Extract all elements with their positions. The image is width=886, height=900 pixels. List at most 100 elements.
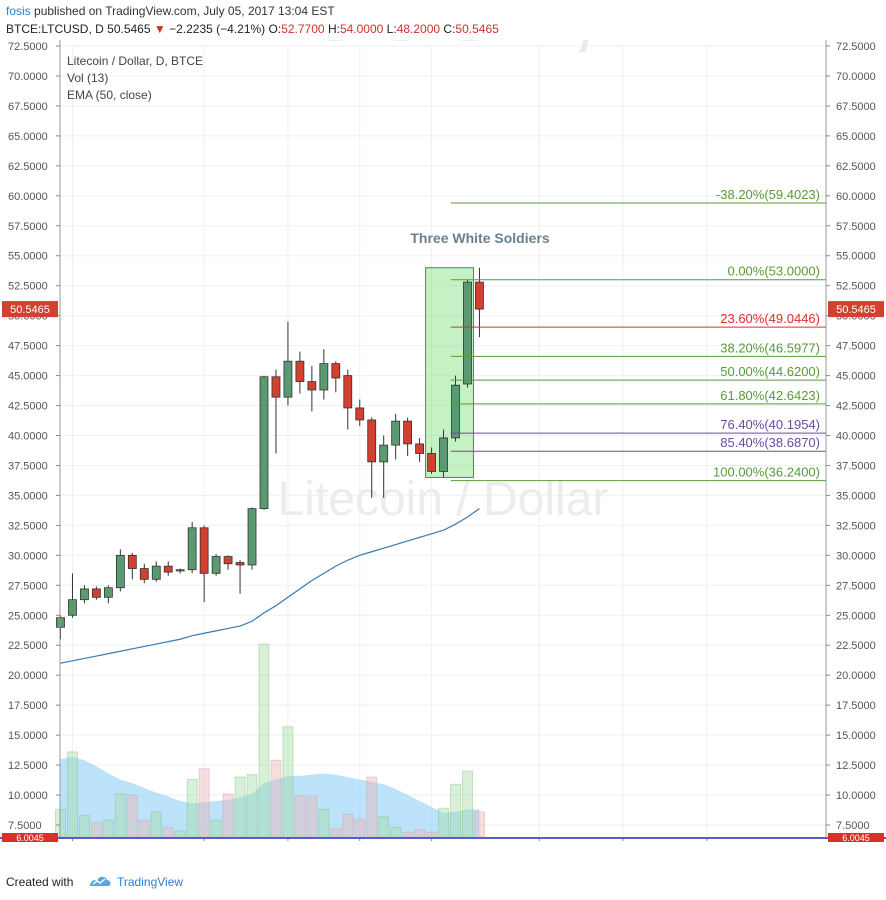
volume-bar	[450, 783, 462, 838]
price-tick-left: 70.0000	[8, 71, 48, 83]
price-tick-left: 12.5000	[8, 760, 48, 772]
last-price: 50.5465	[107, 22, 151, 36]
price-tick-left: 45.0000	[8, 371, 48, 383]
fib-level-label: 61.80%(42.6423)	[720, 388, 820, 403]
candle-body	[92, 588, 101, 598]
candle-body	[343, 375, 353, 409]
candle-body	[199, 527, 209, 574]
candle-body	[223, 556, 233, 565]
volume-bar	[162, 826, 174, 838]
fib-level-label: -38.20%(59.4023)	[716, 187, 820, 202]
price-chart[interactable]: LTCUSD, D Litecoin / Dollar -38.20%(59.4…	[0, 40, 886, 848]
fib-level-label: 100.00%(36.2400)	[713, 465, 820, 480]
candle-body	[307, 381, 317, 391]
low-value: 48.2000	[396, 22, 441, 36]
candle-body	[235, 562, 245, 566]
price-tick-left: 52.5000	[8, 281, 48, 293]
price-tick-right: 57.5000	[836, 221, 876, 233]
pattern-annotation[interactable]: Three White Soldiers	[410, 230, 549, 246]
price-tick-right: 60.0000	[836, 191, 876, 203]
price-tick-left: 22.5000	[8, 640, 48, 652]
price-tick-right: 22.5000	[836, 640, 876, 652]
price-tick-right: 47.5000	[836, 341, 876, 353]
high-label: H:	[327, 22, 340, 36]
volume-bar	[414, 829, 426, 838]
close-value: 50.5465	[455, 22, 499, 36]
volume-bar	[258, 643, 270, 838]
price-tick-right: 10.0000	[836, 790, 876, 802]
legend-series: Litecoin / Dollar, D, BTCE	[67, 54, 203, 68]
candle-body	[415, 443, 425, 454]
published-text: published on TradingView.com, July 05, 2…	[34, 4, 335, 18]
candle-body	[355, 407, 365, 421]
volume-bar	[222, 793, 234, 838]
change-value: −2.2235 (−4.21%)	[169, 22, 266, 36]
candle-body	[379, 444, 389, 463]
volume-bar	[126, 794, 138, 838]
price-tick-right: 35.0000	[836, 490, 876, 502]
price-tick-right: 45.0000	[836, 371, 876, 383]
fib-level-label: 85.40%(38.6870)	[720, 435, 820, 450]
price-tick-left: 35.0000	[8, 490, 48, 502]
price-tick-left: 47.5000	[8, 341, 48, 353]
tradingview-link[interactable]: TradingView	[117, 875, 184, 889]
price-tick-right: 40.0000	[836, 431, 876, 443]
volume-bar	[402, 831, 414, 838]
volume-bar	[114, 793, 126, 838]
publisher-username[interactable]: fosis	[6, 4, 31, 18]
volume-bar	[138, 819, 150, 838]
price-tick-left: 10.0000	[8, 790, 48, 802]
open-label: O:	[268, 22, 282, 36]
volume-bar	[210, 819, 222, 838]
volume-bar	[342, 813, 354, 838]
fib-level-label: 0.00%(53.0000)	[727, 264, 820, 279]
candle-body	[391, 420, 401, 446]
ema-path	[60, 508, 480, 664]
open-value: 52.7700	[281, 22, 325, 36]
price-tick-left: 57.5000	[8, 221, 48, 233]
price-tick-left: 27.5000	[8, 580, 48, 592]
price-tick-right: 65.0000	[836, 131, 876, 143]
price-tick-right: 12.5000	[836, 760, 876, 772]
volume-bar	[174, 830, 186, 838]
chart-grid	[60, 45, 826, 837]
candle-body	[367, 419, 377, 463]
volume-bar	[150, 811, 162, 838]
bottom-value-tag	[2, 833, 58, 842]
publisher-line: fosis published on TradingView.com, July…	[6, 4, 335, 18]
volume-bar	[438, 807, 450, 838]
candle-body	[211, 556, 221, 574]
volume-bar	[66, 751, 78, 838]
axes: 7.5000 7.5000 10.0000 10.0000 12.5000 12.5000…	[0, 40, 886, 843]
candle-body	[427, 453, 436, 472]
volume-bar	[102, 819, 114, 838]
volume-bar	[366, 776, 378, 838]
candle-body	[103, 587, 113, 598]
candle-body	[115, 554, 125, 589]
volume-bar	[246, 774, 258, 838]
high-value: 54.0000	[339, 22, 384, 36]
price-tick-left: 72.5000	[8, 41, 48, 53]
price-tick-right: 25.0000	[836, 610, 876, 622]
volume-bar	[390, 826, 402, 838]
price-tick-right: 30.0000	[836, 550, 876, 562]
candle-body	[187, 527, 197, 571]
volume-bar	[318, 808, 330, 838]
candles	[56, 267, 484, 640]
chart-header: fosis published on TradingView.com, July…	[0, 0, 886, 40]
volume-bar	[461, 770, 473, 838]
created-with-text: Created with	[6, 875, 74, 889]
fib-level-label: 38.20%(46.5977)	[720, 340, 820, 355]
candle-body	[259, 376, 269, 510]
price-tick-left: 60.0000	[8, 191, 48, 203]
fibonacci-retracement[interactable]: -38.20%(59.4023) 0.00%(53.0000) 23.60%(49.…	[450, 187, 826, 482]
candle-body	[163, 565, 173, 573]
symbol-text: BTCE:LTCUSD, D	[6, 22, 104, 36]
price-tag-text: 50.5465	[836, 304, 876, 316]
price-tick-left: 20.0000	[8, 670, 48, 682]
price-tick-right: 37.5000	[836, 460, 876, 472]
tradingview-logo-icon[interactable]	[88, 874, 112, 888]
price-tick-left: 25.0000	[8, 610, 48, 622]
price-tick-right: 32.5000	[836, 520, 876, 532]
price-tick-right: 27.5000	[836, 580, 876, 592]
